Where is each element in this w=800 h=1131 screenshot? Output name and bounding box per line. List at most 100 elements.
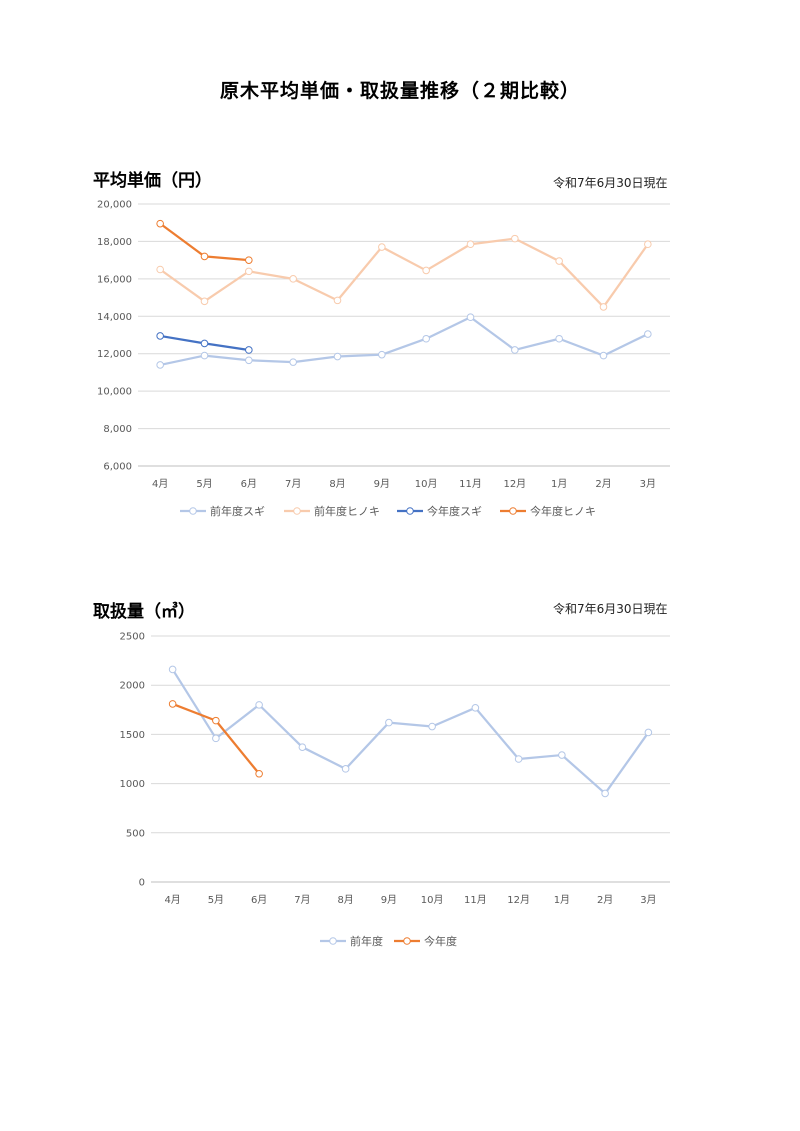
data-point: [298, 743, 307, 751]
legend-label: 今年度: [424, 934, 457, 948]
y-tick-label: 18,000: [97, 237, 132, 248]
data-point: [245, 256, 253, 264]
legend-label: 前年度: [350, 934, 383, 948]
data-point: [255, 701, 263, 709]
x-tick-label: 5月: [196, 478, 212, 490]
y-tick-label: 0: [139, 878, 145, 889]
legend-marker: [509, 507, 517, 515]
x-tick-label: 8月: [337, 894, 353, 906]
data-point: [212, 734, 220, 743]
series-line-1: [159, 237, 649, 309]
x-tick-label: 3月: [640, 478, 656, 490]
x-tick-label: 7月: [285, 478, 301, 490]
y-tick-label: 10,000: [97, 387, 132, 398]
data-point: [428, 722, 436, 731]
y-tick-label: 16,000: [97, 274, 132, 285]
data-point: [511, 346, 519, 354]
legend-marker: [189, 507, 197, 515]
data-point: [200, 339, 209, 348]
x-tick-label: 3月: [640, 894, 656, 906]
x-tick-label: 12月: [507, 894, 530, 906]
x-tick-label: 4月: [164, 894, 180, 906]
data-point: [200, 351, 209, 360]
x-tick-label: 2月: [597, 894, 613, 906]
x-tick-label: 2月: [595, 478, 611, 490]
data-point: [289, 275, 297, 283]
x-tick-label: 5月: [208, 894, 224, 906]
data-point: [333, 352, 342, 361]
data-point: [555, 257, 563, 265]
data-point: [200, 252, 209, 261]
data-point: [422, 266, 430, 275]
data-point: [511, 234, 519, 243]
volume-chart-date: 令和7年6月30日現在: [553, 602, 668, 616]
data-point: [599, 303, 608, 311]
y-tick-label: 2500: [120, 632, 145, 643]
y-tick-label: 12,000: [97, 349, 132, 360]
data-point: [168, 665, 177, 674]
y-tick-label: 500: [126, 828, 145, 839]
legend-label: 前年度スギ: [210, 504, 265, 518]
legend-label: 前年度ヒノキ: [314, 504, 380, 518]
data-point: [333, 296, 342, 305]
x-tick-label: 11月: [464, 894, 487, 906]
page-title: 原木平均単価・取扱量推移（２期比較）: [219, 80, 580, 102]
data-point: [156, 219, 164, 228]
data-point: [289, 358, 297, 366]
data-point: [168, 700, 177, 708]
data-point: [644, 330, 652, 338]
data-point: [385, 718, 393, 727]
x-tick-label: 6月: [241, 478, 257, 490]
y-tick-label: 8,000: [103, 424, 132, 435]
x-tick-label: 9月: [374, 478, 390, 490]
data-point: [245, 346, 253, 354]
data-point: [245, 356, 253, 365]
price-line-chart: 6,000 8,000 10,000 12,000 14,000 16,000 18,000…: [97, 200, 670, 518]
data-point: [555, 334, 563, 343]
x-tick-label: 9月: [381, 894, 397, 906]
legend-marker: [293, 507, 301, 515]
data-point: [471, 704, 480, 712]
data-point: [378, 243, 386, 251]
legend-marker: [329, 937, 337, 945]
legend-marker: [403, 937, 411, 945]
y-tick-label: 20,000: [97, 200, 132, 211]
data-point: [200, 297, 209, 306]
data-point: [514, 755, 523, 763]
y-tick-label: 14,000: [97, 312, 132, 323]
data-point: [601, 789, 609, 798]
series-line-0: [171, 668, 650, 795]
data-point: [644, 728, 653, 737]
data-point: [341, 765, 350, 773]
data-point: [245, 267, 253, 276]
data-point: [378, 350, 386, 359]
data-point: [212, 716, 220, 725]
volume-line-chart: 0 500 1000 1500 2000 2500 4月 5月 6月 7月 8月 9月 10月 11月 12…: [120, 632, 670, 948]
data-point: [466, 313, 475, 322]
x-tick-label: 10月: [421, 894, 444, 906]
legend-label: 今年度ヒノキ: [530, 504, 596, 518]
price-chart-date: 令和7年6月30日現在: [553, 176, 668, 190]
y-tick-label: 1000: [120, 779, 145, 790]
y-tick-label: 1500: [120, 730, 145, 741]
legend-label: 今年度スギ: [427, 504, 482, 518]
data-point: [599, 351, 608, 360]
x-tick-label: 6月: [251, 894, 267, 906]
x-tick-label: 10月: [415, 478, 438, 490]
price-chart-title: 平均単価（円）: [93, 171, 212, 191]
data-point: [644, 240, 652, 249]
data-point: [466, 240, 475, 249]
series-line-0: [159, 316, 649, 367]
data-point: [156, 332, 164, 340]
y-tick-label: 2000: [120, 681, 145, 692]
x-tick-label: 8月: [329, 478, 345, 490]
x-tick-label: 7月: [294, 894, 310, 906]
x-tick-label: 1月: [554, 894, 570, 906]
x-tick-label: 12月: [503, 478, 526, 490]
data-point: [558, 751, 566, 759]
data-point: [422, 334, 430, 343]
legend-marker: [406, 507, 414, 515]
x-tick-label: 1月: [551, 478, 567, 490]
data-point: [255, 769, 263, 778]
data-point: [156, 361, 164, 369]
